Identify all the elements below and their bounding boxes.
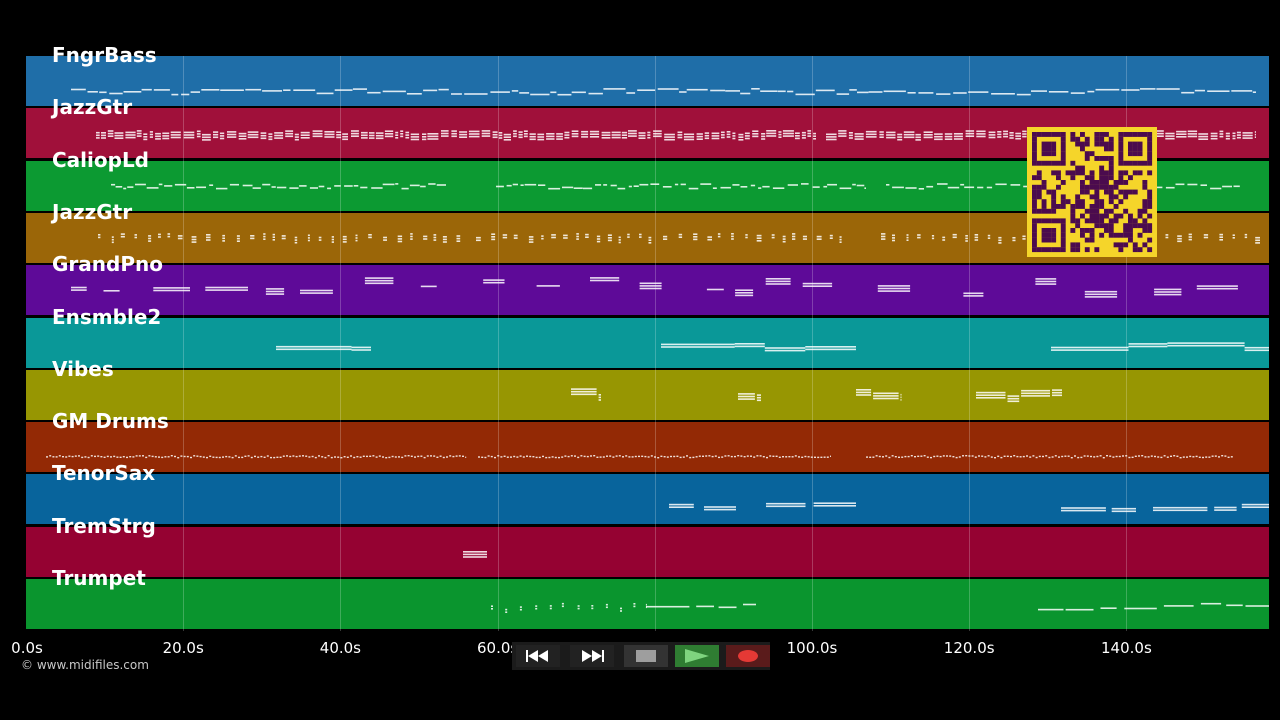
track-lane bbox=[26, 474, 1269, 525]
stop-button[interactable] bbox=[624, 645, 668, 667]
rewind-button[interactable] bbox=[516, 645, 560, 667]
track-notes bbox=[571, 388, 1062, 402]
track-label: GrandPno bbox=[52, 252, 163, 277]
time-tick-label: 140.0s bbox=[1101, 639, 1152, 657]
record-icon bbox=[738, 650, 758, 662]
track-notes bbox=[463, 550, 487, 558]
track-notes bbox=[71, 277, 1238, 298]
grid-line bbox=[497, 56, 499, 631]
rewind-icon bbox=[526, 650, 548, 662]
time-tick-label: 40.0s bbox=[319, 639, 361, 657]
play-button[interactable] bbox=[675, 645, 719, 667]
track-label: TenorSax bbox=[52, 461, 156, 486]
grid-line bbox=[812, 56, 813, 631]
track-notes bbox=[98, 232, 1260, 244]
track-lane bbox=[26, 526, 1269, 577]
fast-forward-icon bbox=[582, 650, 604, 662]
track-lane bbox=[26, 422, 1269, 473]
track-label: GM Drums bbox=[52, 409, 169, 434]
grid-line bbox=[340, 56, 342, 631]
track-notes bbox=[669, 502, 1269, 513]
track-label: Ensmble2 bbox=[52, 304, 162, 329]
track-label: TremStrg bbox=[52, 513, 156, 538]
time-tick-label: 100.0s bbox=[786, 639, 838, 657]
track-label: FngrBass bbox=[52, 43, 157, 67]
track-lane bbox=[26, 265, 1269, 316]
track-lane bbox=[26, 369, 1269, 420]
time-tick-label: 0.0s bbox=[11, 639, 43, 657]
track-notes bbox=[276, 341, 1269, 351]
track-label: CaliopLd bbox=[52, 147, 150, 172]
track-notes bbox=[71, 88, 1256, 96]
track-lane bbox=[26, 317, 1269, 368]
time-tick-label: 20.0s bbox=[162, 639, 204, 657]
grid-line bbox=[183, 56, 185, 631]
record-button[interactable] bbox=[726, 645, 770, 667]
track-label: Vibes bbox=[52, 356, 114, 381]
transport-controls bbox=[512, 642, 770, 670]
play-icon bbox=[685, 649, 709, 663]
time-tick-label: 60.0s bbox=[476, 639, 519, 657]
track-lane bbox=[26, 579, 1269, 629]
track-lane bbox=[26, 56, 1269, 106]
track-label: JazzGtr bbox=[52, 199, 133, 224]
track-label: Trumpet bbox=[52, 566, 146, 590]
qr-code-icon[interactable] bbox=[1027, 127, 1157, 257]
track-notes bbox=[46, 455, 1233, 459]
grid-line bbox=[654, 56, 656, 631]
grid-line bbox=[969, 56, 971, 631]
stop-icon bbox=[636, 650, 656, 662]
track-notes bbox=[491, 602, 1269, 613]
track-label: JazzGtr bbox=[52, 95, 133, 120]
time-tick-label: 120.0s bbox=[943, 639, 995, 657]
fast-forward-button[interactable] bbox=[570, 645, 614, 667]
grid-line bbox=[1126, 56, 1128, 631]
copyright-text: © www.midifiles.com bbox=[21, 658, 149, 672]
